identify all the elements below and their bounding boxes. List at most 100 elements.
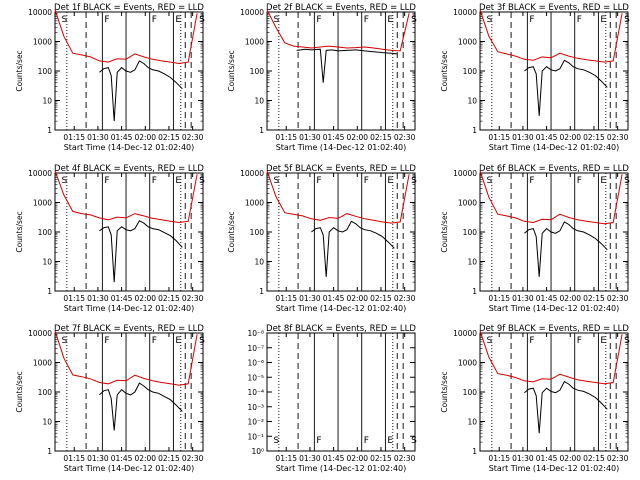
x-axis-label: Start Time (14-Dec-12 01:02:40)	[64, 464, 195, 473]
series-line-black	[524, 59, 608, 116]
y-tick-label: 10⁻²	[247, 418, 264, 427]
y-tick-label: 100	[250, 228, 265, 237]
series-line-red	[54, 9, 198, 65]
segment-marker-label: E	[175, 336, 181, 346]
x-tick-label: 02:00	[559, 133, 581, 142]
y-tick-label: 100	[463, 228, 478, 237]
y-tick-label: 1	[472, 447, 477, 456]
segment-marker-label: F	[152, 176, 157, 186]
x-tick-label: 01:30	[299, 454, 321, 463]
segment-marker-label: F	[104, 15, 109, 25]
segment-marker-label: S	[273, 436, 279, 446]
y-axis-label: Counts/sec	[440, 50, 449, 91]
x-tick-label: 02:15	[158, 454, 180, 463]
panel-9: Det 9f BLACK = Events, RED = LLD 1 10 100 10…	[440, 324, 630, 473]
segment-marker-label: F	[529, 15, 534, 25]
segment-marker-label: S	[411, 15, 417, 25]
x-axis-label: Start Time (14-Dec-12 01:02:40)	[276, 304, 407, 313]
x-tick-label: 01:45	[536, 294, 558, 303]
x-tick-label: 01:15	[488, 294, 510, 303]
x-tick-label: 02:00	[559, 294, 581, 303]
x-tick-label: 02:15	[158, 133, 180, 142]
segment-marker-label: F	[152, 336, 157, 346]
y-tick-label: 1000	[33, 199, 52, 208]
segment-marker-label: S	[199, 336, 205, 346]
x-tick-label: 01:30	[87, 133, 109, 142]
panel-3: Det 3f BLACK = Events, RED = LLD 1 10 100 10…	[440, 3, 630, 152]
y-tick-label: 100	[463, 67, 478, 76]
y-tick-label: 10⁻⁸	[247, 329, 264, 338]
x-tick-label: 01:30	[512, 454, 534, 463]
x-tick-label: 01:45	[536, 454, 558, 463]
segment-marker-label: S	[411, 436, 417, 446]
panel-8: Det 8f BLACK = Events, RED = LLD 10⁰ 10⁻¹ 1…	[247, 324, 417, 473]
x-tick-label: 01:15	[63, 454, 85, 463]
x-axis-label: Start Time (14-Dec-12 01:02:40)	[489, 304, 620, 313]
y-tick-label: 10	[467, 258, 477, 267]
segment-marker-label: S	[273, 176, 279, 186]
segment-marker-label: E	[600, 336, 606, 346]
x-axis-label: Start Time (14-Dec-12 01:02:40)	[64, 304, 195, 313]
x-tick-label: 02:30	[394, 133, 416, 142]
x-axis-label: Start Time (14-Dec-12 01:02:40)	[64, 143, 195, 152]
x-tick-label: 01:15	[63, 133, 85, 142]
y-tick-label: 1000	[33, 359, 52, 368]
segment-marker-label: E	[175, 176, 181, 186]
y-tick-label: 10	[467, 97, 477, 106]
segment-marker-label: F	[364, 436, 369, 446]
y-axis-label: Counts/sec	[227, 50, 236, 91]
series-line-red	[479, 330, 623, 385]
plot-frame	[54, 11, 204, 131]
x-axis-label: Start Time (14-Dec-12 01:02:40)	[276, 464, 407, 473]
x-tick-label: 01:30	[87, 454, 109, 463]
x-tick-label: 02:15	[583, 133, 605, 142]
segment-marker-label: E	[387, 15, 393, 25]
segment-marker-label: S	[624, 336, 630, 346]
series-line-red	[266, 170, 410, 224]
y-tick-label: 10	[467, 418, 477, 427]
y-tick-label: 1	[472, 287, 477, 296]
x-tick-label: 01:45	[536, 133, 558, 142]
segment-marker-label: F	[152, 15, 157, 25]
y-tick-label: 1000	[458, 199, 477, 208]
plot-frame	[266, 332, 416, 452]
y-tick-label: 10000	[28, 329, 52, 338]
y-tick-label: 100	[38, 388, 53, 397]
y-axis-label: Counts/sec	[440, 211, 449, 252]
segment-marker-label: F	[316, 436, 321, 446]
y-tick-label: 10	[42, 97, 52, 106]
x-tick-label: 02:00	[559, 454, 581, 463]
panel-7: Det 7f BLACK = Events, RED = LLD 1 10 100 10…	[15, 324, 205, 473]
x-tick-label: 02:00	[134, 454, 156, 463]
segment-marker-label: S	[61, 176, 67, 186]
series-line-red	[479, 9, 623, 63]
y-tick-label: 1	[47, 287, 52, 296]
x-tick-label: 01:15	[63, 294, 85, 303]
segment-marker-label: S	[486, 336, 492, 346]
y-tick-label: 1000	[33, 38, 52, 47]
panel-title: Det 6f BLACK = Events, RED = LLD	[479, 164, 629, 174]
x-tick-label: 01:15	[275, 133, 297, 142]
plot-frame	[479, 172, 629, 292]
x-axis-label: Start Time (14-Dec-12 01:02:40)	[276, 143, 407, 152]
x-tick-label: 01:15	[488, 454, 510, 463]
series-line-black	[296, 48, 398, 83]
x-tick-label: 01:45	[111, 294, 133, 303]
segment-marker-label: F	[577, 15, 582, 25]
x-tick-label: 01:30	[512, 294, 534, 303]
series-line-red	[479, 170, 623, 225]
y-tick-label: 10⁻³	[247, 403, 264, 412]
y-axis-label: Counts/sec	[15, 50, 24, 91]
segment-marker-label: F	[364, 15, 369, 25]
x-tick-label: 01:30	[299, 294, 321, 303]
x-tick-label: 01:45	[111, 454, 133, 463]
x-tick-label: 01:30	[87, 294, 109, 303]
series-line-red	[266, 9, 410, 52]
x-tick-label: 02:00	[346, 454, 368, 463]
panel-title: Det 5f BLACK = Events, RED = LLD	[266, 164, 416, 174]
segment-marker-label: F	[529, 336, 534, 346]
x-tick-label: 02:30	[394, 454, 416, 463]
segment-marker-label: S	[624, 15, 630, 25]
y-tick-label: 1	[259, 287, 264, 296]
x-tick-label: 01:15	[275, 454, 297, 463]
